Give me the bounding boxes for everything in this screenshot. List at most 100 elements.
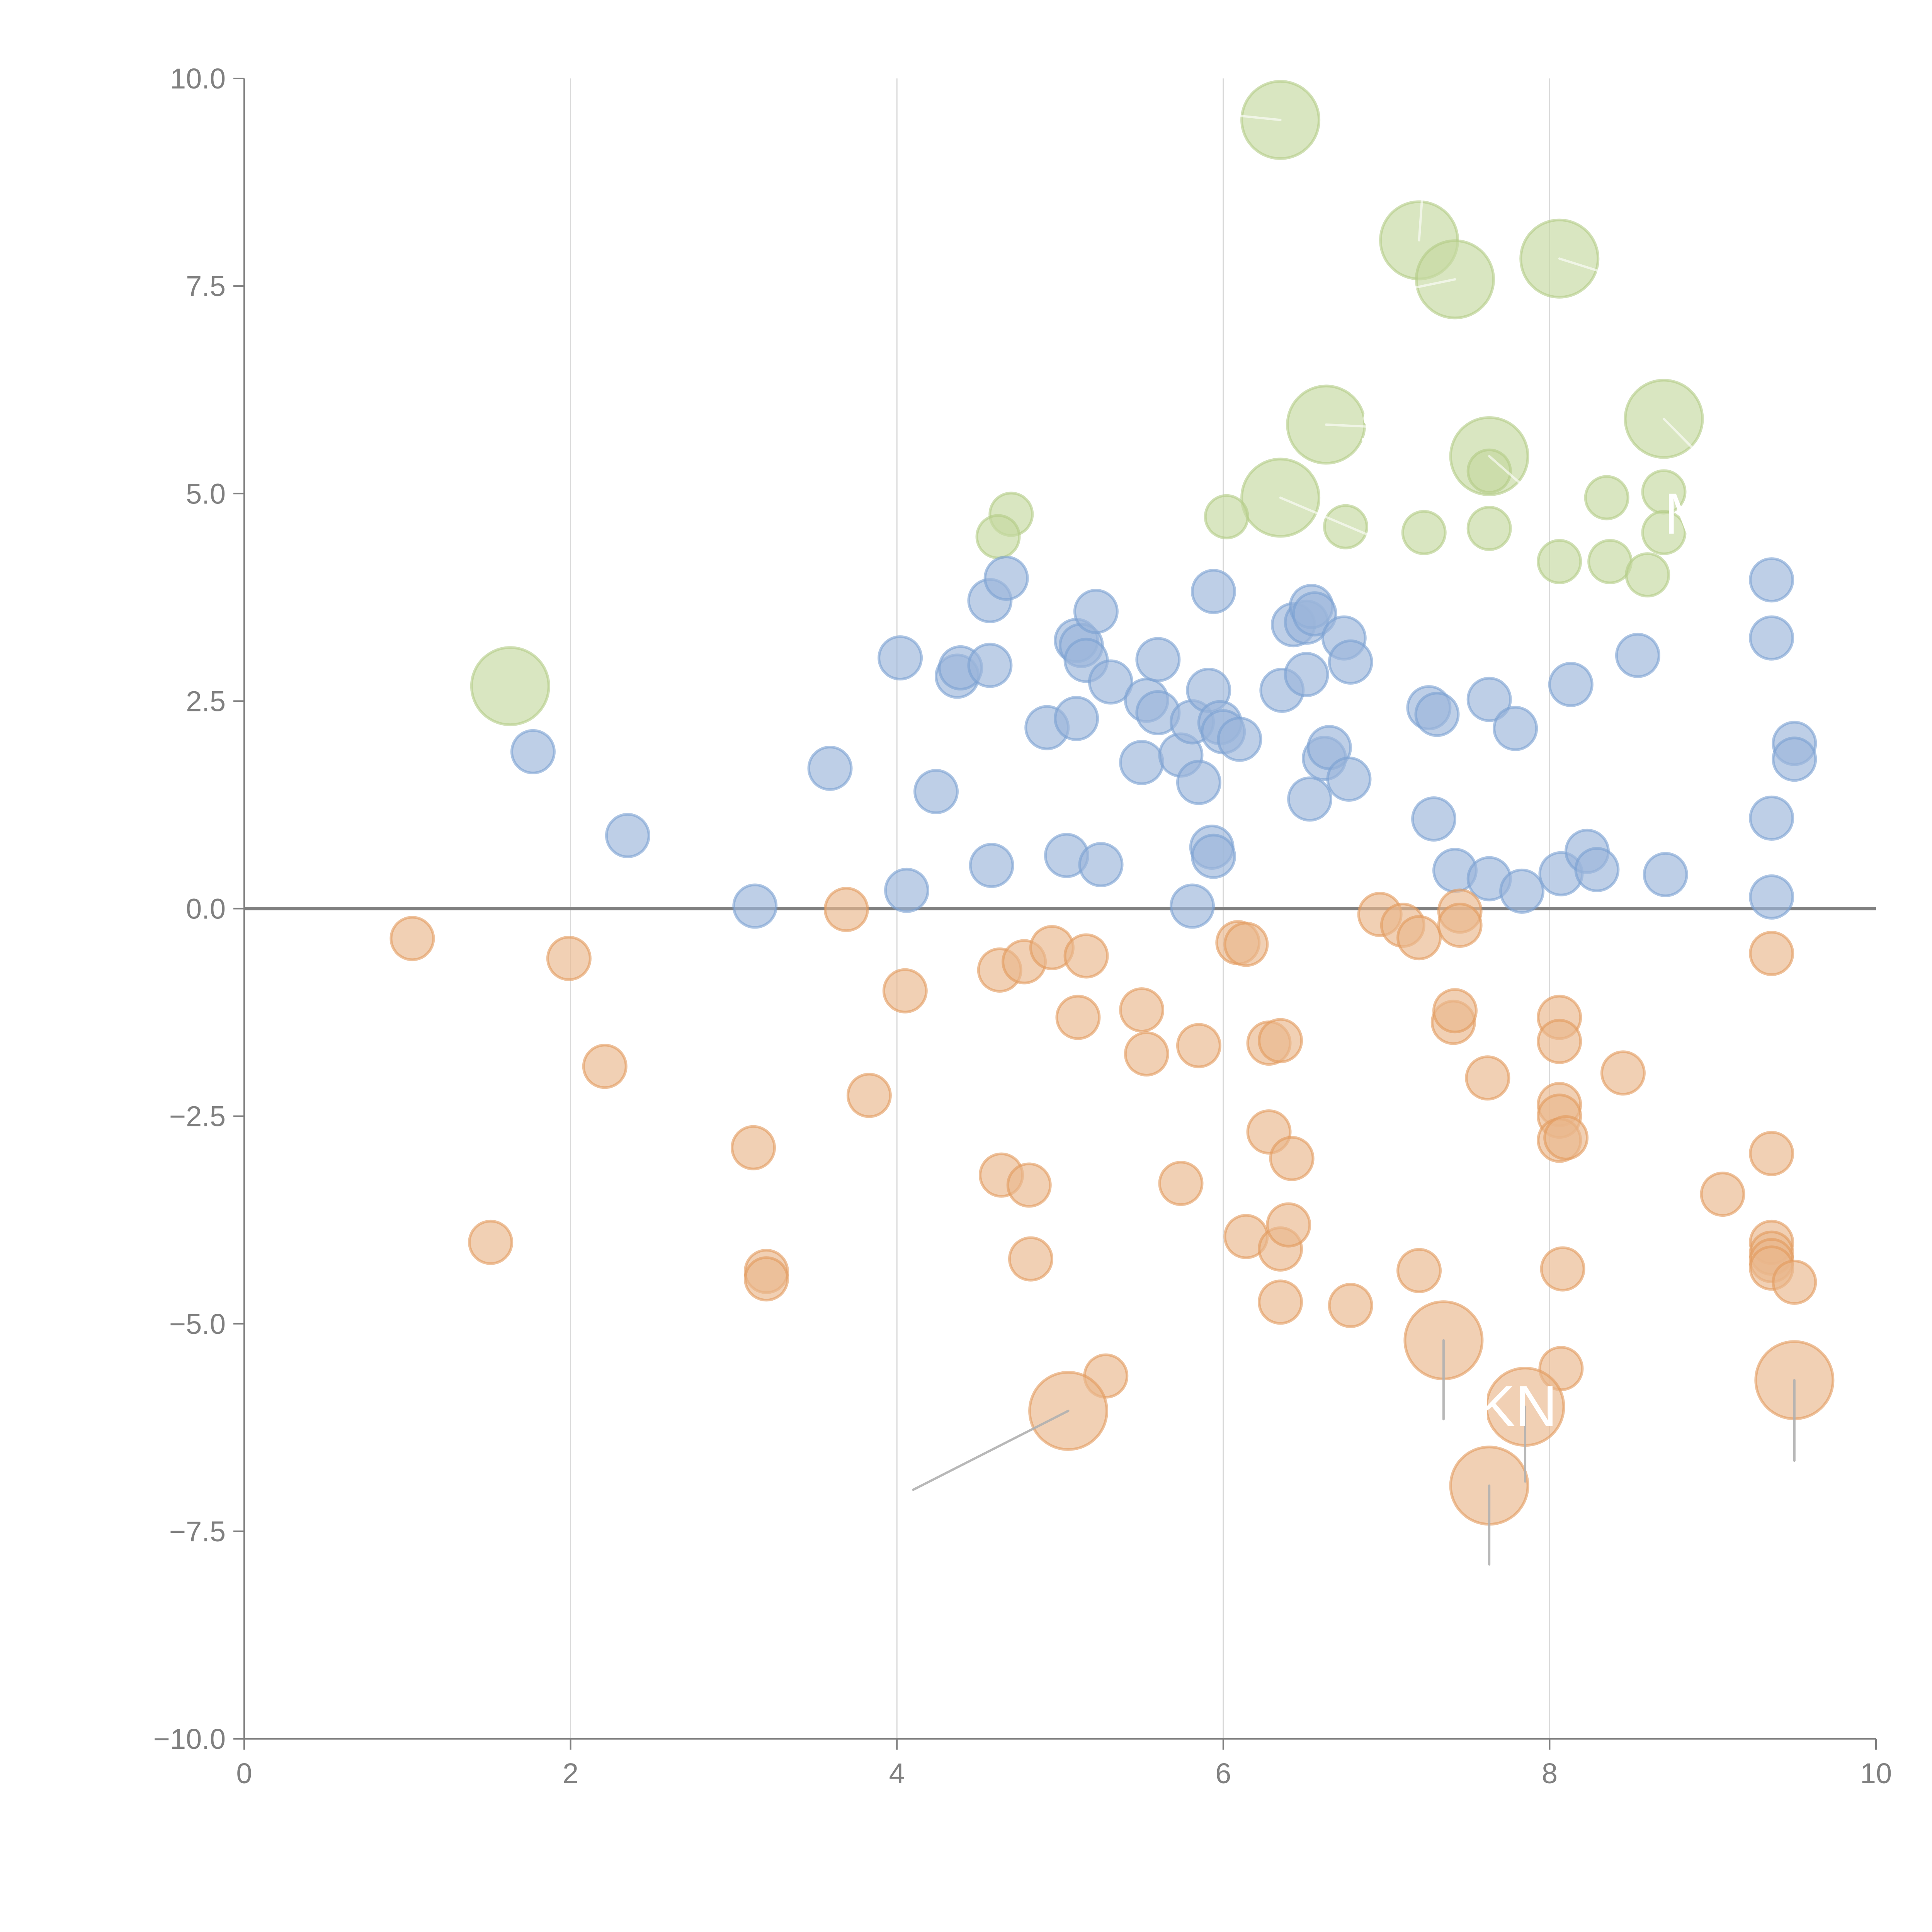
blue-point xyxy=(1493,706,1538,751)
blue-point xyxy=(1088,659,1133,705)
orange-point xyxy=(1124,1031,1169,1077)
blue-point xyxy=(1217,716,1262,762)
y-tick-label: 2.5 xyxy=(186,685,226,717)
leader-line xyxy=(1418,193,1424,242)
y-tick-label: −2.5 xyxy=(169,1100,226,1133)
x-tick-label: 8 xyxy=(1542,1757,1558,1789)
annotation-label: KN xyxy=(1477,1374,1557,1439)
orange-point xyxy=(1266,1202,1311,1248)
orange-point xyxy=(1537,1019,1582,1064)
blue-point xyxy=(1615,633,1660,678)
green-point xyxy=(1401,510,1447,555)
orange-point xyxy=(1223,922,1269,967)
green-point xyxy=(470,646,550,726)
orange-point xyxy=(1749,931,1794,976)
y-tick-label: −10.0 xyxy=(153,1723,226,1755)
blue-point xyxy=(1073,588,1119,634)
blue-point xyxy=(1749,557,1794,603)
orange-point xyxy=(1396,1248,1442,1293)
orange-point xyxy=(1540,1246,1585,1292)
x-tick-label: 2 xyxy=(563,1757,578,1789)
orange-point xyxy=(846,1073,892,1118)
orange-point xyxy=(823,887,869,932)
blue-point xyxy=(605,813,650,858)
orange-point xyxy=(1543,1115,1589,1160)
orange-point xyxy=(882,968,928,1014)
blue-point xyxy=(807,745,853,791)
blue-point xyxy=(1414,692,1460,737)
orange-point xyxy=(1269,1136,1315,1181)
annotation-labels: S M KN xyxy=(1359,396,1713,1439)
blue-point xyxy=(1176,760,1221,805)
blue-point xyxy=(884,867,930,913)
blue-point xyxy=(1499,868,1545,914)
data-points xyxy=(389,80,1835,1526)
leader-line xyxy=(912,1410,1070,1491)
blue-point xyxy=(1078,842,1124,888)
blue-point xyxy=(1574,847,1620,893)
orange-point xyxy=(1600,1050,1646,1096)
orange-point xyxy=(1700,1172,1745,1217)
blue-point xyxy=(1749,874,1794,920)
blue-point xyxy=(1411,796,1457,842)
green-point xyxy=(1625,552,1670,598)
blue-point xyxy=(1749,795,1794,841)
green-point xyxy=(1641,510,1687,555)
blue-point xyxy=(1190,569,1236,614)
blue-point xyxy=(1643,852,1688,897)
blue-point xyxy=(969,843,1014,888)
orange-point xyxy=(1328,1282,1373,1328)
orange-point xyxy=(1396,915,1442,961)
orange-point xyxy=(546,935,592,981)
orange-point xyxy=(1176,1023,1221,1068)
y-tick-label: 0.0 xyxy=(186,893,226,925)
blue-point xyxy=(1328,639,1373,685)
orange-point xyxy=(1432,988,1478,1034)
blue-point xyxy=(1170,883,1215,929)
orange-point xyxy=(1749,1131,1794,1176)
blue-point xyxy=(967,643,1013,688)
blue-point xyxy=(913,769,959,815)
orange-point xyxy=(1119,987,1165,1033)
x-tick-label: 6 xyxy=(1215,1757,1231,1789)
annotation-label: S xyxy=(1359,396,1398,461)
blue-point xyxy=(510,729,556,774)
leader-line xyxy=(1238,114,1282,121)
y-axis-ticks: 10.0 7.5 5.0 2.5 0.0 −2.5 −5.0 −7.5 −10.0 xyxy=(153,63,244,1755)
blue-point xyxy=(1466,677,1512,722)
orange-point xyxy=(1258,1018,1303,1063)
blue-point xyxy=(1749,615,1794,661)
annotation-leader-lines xyxy=(912,114,1796,1566)
orange-point xyxy=(1006,1162,1052,1208)
blue-point xyxy=(1119,740,1165,785)
green-point xyxy=(1466,505,1512,551)
orange-point xyxy=(1772,1259,1817,1305)
annotation-label: M xyxy=(1664,481,1713,546)
x-tick-label: 4 xyxy=(889,1757,905,1789)
blue-point xyxy=(983,555,1029,601)
leader-line xyxy=(1401,278,1456,291)
y-tick-label: 7.5 xyxy=(186,270,226,302)
y-tick-label: 10.0 xyxy=(170,63,226,95)
green-point xyxy=(1537,539,1582,584)
blue-point xyxy=(1548,662,1594,707)
green-point xyxy=(1323,504,1369,549)
blue-point xyxy=(1284,652,1329,697)
blue-point xyxy=(1292,591,1337,637)
orange-point xyxy=(743,1256,789,1302)
blue-point xyxy=(1190,833,1236,879)
green-point xyxy=(1587,539,1633,584)
orange-point xyxy=(1055,995,1101,1040)
orange-point xyxy=(582,1044,628,1089)
green-point xyxy=(1584,475,1629,520)
orange-point xyxy=(389,916,435,961)
x-tick-label: 0 xyxy=(236,1757,252,1789)
y-tick-label: 5.0 xyxy=(186,478,226,510)
x-tick-label: 10 xyxy=(1860,1757,1892,1789)
orange-point xyxy=(1465,1055,1510,1101)
orange-point xyxy=(1158,1161,1204,1206)
leader-line xyxy=(1558,257,1608,275)
green-point xyxy=(1466,448,1512,494)
blue-point xyxy=(1135,637,1181,682)
